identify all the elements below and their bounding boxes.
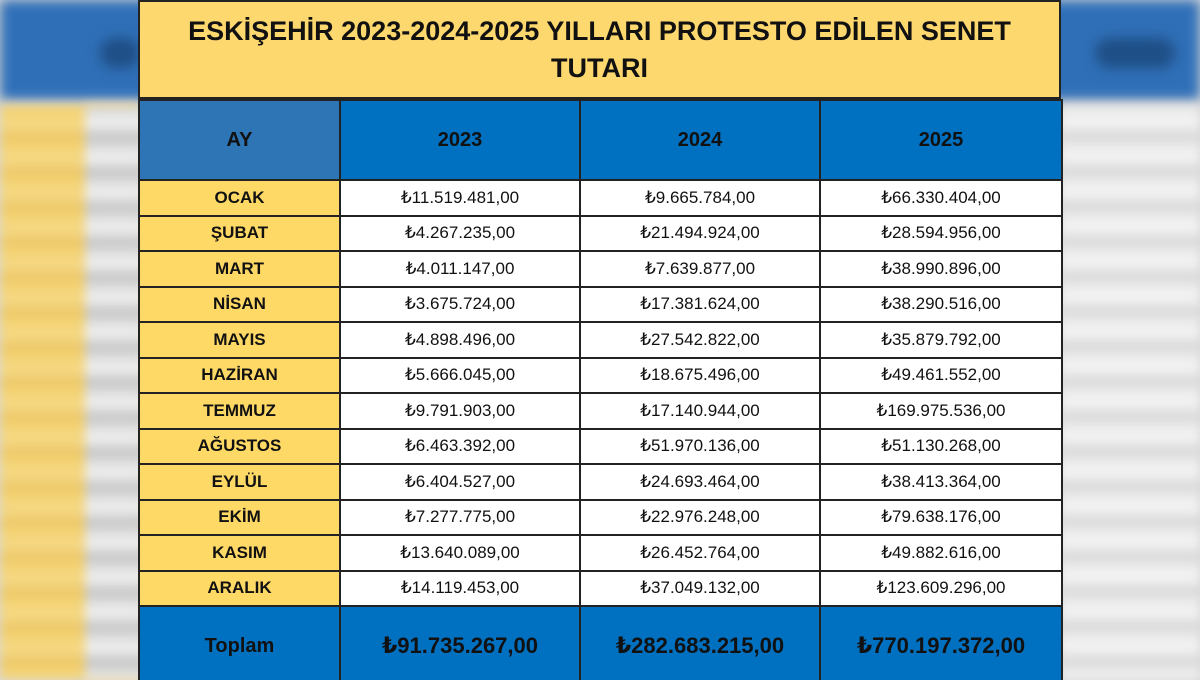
month-cell: EYLÜL: [138, 463, 341, 501]
value-2024-cell: ₺27.542.822,00: [579, 321, 821, 359]
value-2023-cell: ₺14.119.453,00: [339, 569, 581, 607]
table-row: MART ₺4.011.147,00 ₺7.639.877,00 ₺38.990.89…: [138, 250, 1063, 288]
table-row: HAZİRAN ₺5.666.045,00 ₺18.675.496,00 ₺49.46…: [138, 356, 1063, 394]
value-2024-cell: ₺17.140.944,00: [579, 392, 821, 430]
value-2024-cell: ₺51.970.136,00: [579, 427, 821, 465]
value-2025-cell: ₺28.594.956,00: [819, 214, 1063, 252]
value-2024-cell: ₺7.639.877,00: [579, 250, 821, 288]
value-2024-cell: ₺18.675.496,00: [579, 356, 821, 394]
table-row: NİSAN ₺3.675.724,00 ₺17.381.624,00 ₺38.290.…: [138, 285, 1063, 323]
value-2023-cell: ₺6.404.527,00: [339, 463, 581, 501]
value-2024-cell: ₺26.452.764,00: [579, 534, 821, 572]
value-2025-cell: ₺38.990.896,00: [819, 250, 1063, 288]
header-2025: 2025: [819, 99, 1063, 181]
value-2025-cell: ₺169.975.536,00: [819, 392, 1063, 430]
value-2023-cell: ₺4.011.147,00: [339, 250, 581, 288]
value-2024-cell: ₺22.976.248,00: [579, 498, 821, 536]
month-cell: ŞUBAT: [138, 214, 341, 252]
table-row: MAYIS ₺4.898.496,00 ₺27.542.822,00 ₺35.879.…: [138, 321, 1063, 359]
value-2025-cell: ₺49.461.552,00: [819, 356, 1063, 394]
table-row: AĞUSTOS ₺6.463.392,00 ₺51.970.136,00 ₺51.13…: [138, 427, 1063, 465]
value-2024-cell: ₺24.693.464,00: [579, 463, 821, 501]
header-row: AY 2023 2024 2025: [138, 99, 1063, 181]
blurred-right-column: [1060, 105, 1200, 680]
header-month: AY: [138, 99, 341, 181]
value-2025-cell: ₺38.413.364,00: [819, 463, 1063, 501]
value-2024-cell: ₺37.049.132,00: [579, 569, 821, 607]
table-row: ARALIK ₺14.119.453,00 ₺37.049.132,00 ₺123.6…: [138, 569, 1063, 607]
total-label: Toplam: [138, 605, 341, 680]
value-2023-cell: ₺7.277.775,00: [339, 498, 581, 536]
blurred-shape-right: [1095, 38, 1175, 68]
value-2023-cell: ₺11.519.481,00: [339, 179, 581, 217]
total-row: Toplam ₺91.735.267,00 ₺282.683.215,00 ₺7…: [138, 605, 1063, 680]
value-2024-cell: ₺17.381.624,00: [579, 285, 821, 323]
value-2023-cell: ₺5.666.045,00: [339, 356, 581, 394]
table-row: EKİM ₺7.277.775,00 ₺22.976.248,00 ₺79.638.1…: [138, 498, 1063, 536]
protest-amount-table: AY 2023 2024 2025 OCAK ₺11.519.481,00 ₺9.6…: [138, 99, 1063, 680]
month-cell: AĞUSTOS: [138, 427, 341, 465]
value-2023-cell: ₺4.898.496,00: [339, 321, 581, 359]
value-2023-cell: ₺13.640.089,00: [339, 534, 581, 572]
table-row: KASIM ₺13.640.089,00 ₺26.452.764,00 ₺49.882…: [138, 534, 1063, 572]
total-2023: ₺91.735.267,00: [339, 605, 581, 680]
value-2025-cell: ₺38.290.516,00: [819, 285, 1063, 323]
value-2025-cell: ₺49.882.616,00: [819, 534, 1063, 572]
table-title: ESKİŞEHİR 2023-2024-2025 YILLARI PROTEST…: [138, 0, 1061, 99]
month-cell: TEMMUZ: [138, 392, 341, 430]
month-cell: NİSAN: [138, 285, 341, 323]
value-2023-cell: ₺9.791.903,00: [339, 392, 581, 430]
month-cell: KASIM: [138, 534, 341, 572]
month-cell: MART: [138, 250, 341, 288]
month-cell: OCAK: [138, 179, 341, 217]
value-2025-cell: ₺66.330.404,00: [819, 179, 1063, 217]
value-2025-cell: ₺79.638.176,00: [819, 498, 1063, 536]
protest-table-sheet: ESKİŞEHİR 2023-2024-2025 YILLARI PROTEST…: [138, 0, 1063, 680]
total-2025: ₺770.197.372,00: [819, 605, 1063, 680]
total-2024: ₺282.683.215,00: [579, 605, 821, 680]
month-cell: MAYIS: [138, 321, 341, 359]
blurred-shape-left: [100, 38, 140, 68]
table-row: OCAK ₺11.519.481,00 ₺9.665.784,00 ₺66.330.4…: [138, 179, 1063, 217]
value-2025-cell: ₺123.609.296,00: [819, 569, 1063, 607]
blurred-left-values: [85, 105, 145, 680]
month-cell: ARALIK: [138, 569, 341, 607]
value-2023-cell: ₺6.463.392,00: [339, 427, 581, 465]
value-2025-cell: ₺51.130.268,00: [819, 427, 1063, 465]
value-2023-cell: ₺3.675.724,00: [339, 285, 581, 323]
value-2025-cell: ₺35.879.792,00: [819, 321, 1063, 359]
table-row: EYLÜL ₺6.404.527,00 ₺24.693.464,00 ₺38.413.…: [138, 463, 1063, 501]
value-2023-cell: ₺4.267.235,00: [339, 214, 581, 252]
month-cell: EKİM: [138, 498, 341, 536]
value-2024-cell: ₺9.665.784,00: [579, 179, 821, 217]
header-2024: 2024: [579, 99, 821, 181]
header-2023: 2023: [339, 99, 581, 181]
month-cell: HAZİRAN: [138, 356, 341, 394]
table-row: ŞUBAT ₺4.267.235,00 ₺21.494.924,00 ₺28.594.…: [138, 214, 1063, 252]
value-2024-cell: ₺21.494.924,00: [579, 214, 821, 252]
table-row: TEMMUZ ₺9.791.903,00 ₺17.140.944,00 ₺169.97…: [138, 392, 1063, 430]
